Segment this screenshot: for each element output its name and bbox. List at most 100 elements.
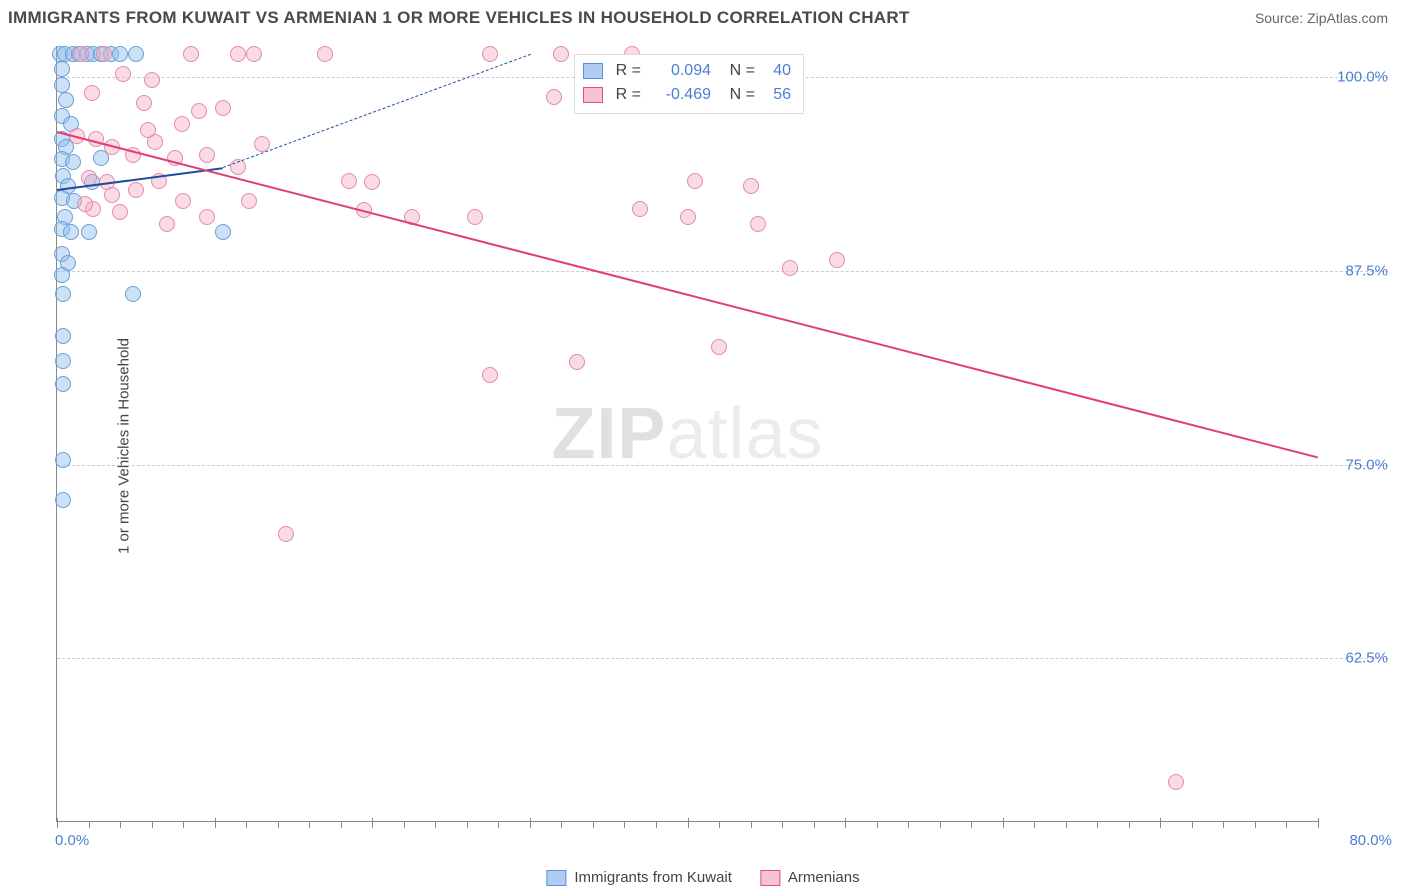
scatter-point-armenian: [112, 204, 128, 220]
scatter-point-armenian: [241, 193, 257, 209]
xtick: [152, 822, 153, 828]
xtick: [435, 822, 436, 828]
xtick: [467, 822, 468, 828]
corr-row: R =0.094N =40: [583, 59, 791, 83]
ytick-label: 100.0%: [1328, 69, 1388, 86]
scatter-point-armenian: [687, 173, 703, 189]
xtick: [751, 822, 752, 828]
scatter-point-armenian: [1168, 774, 1184, 790]
scatter-point-armenian: [632, 201, 648, 217]
chart-title: IMMIGRANTS FROM KUWAIT VS ARMENIAN 1 OR …: [8, 8, 910, 28]
xtick: [215, 818, 216, 828]
scatter-point-armenian: [104, 187, 120, 203]
xtick: [89, 822, 90, 828]
scatter-point-kuwait: [55, 452, 71, 468]
scatter-point-armenian: [230, 46, 246, 62]
legend-item-kuwait: Immigrants from Kuwait: [546, 869, 732, 886]
xtick: [309, 822, 310, 828]
xtick: [971, 822, 972, 828]
scatter-point-armenian: [144, 72, 160, 88]
scatter-point-kuwait: [58, 92, 74, 108]
xlabel-max: 80.0%: [1349, 832, 1392, 849]
correlation-box: R =0.094N =40R =-0.469N =56: [574, 54, 804, 114]
plot-area: ZIPatlas 62.5%75.0%87.5%100.0%0.0%80.0%R…: [56, 46, 1318, 822]
scatter-point-armenian: [711, 339, 727, 355]
scatter-point-armenian: [569, 354, 585, 370]
scatter-point-kuwait: [54, 61, 70, 77]
scatter-point-armenian: [159, 216, 175, 232]
scatter-point-armenian: [364, 174, 380, 190]
xtick: [624, 822, 625, 828]
xtick: [372, 818, 373, 828]
trend-line: [222, 54, 530, 168]
scatter-point-kuwait: [55, 492, 71, 508]
ytick-label: 87.5%: [1328, 262, 1388, 279]
corr-r-label: R =: [611, 59, 641, 83]
xtick: [246, 822, 247, 828]
ytick-label: 75.0%: [1328, 456, 1388, 473]
xtick: [688, 818, 689, 828]
scatter-point-armenian: [215, 100, 231, 116]
scatter-point-armenian: [743, 178, 759, 194]
chart-source: Source: ZipAtlas.com: [1255, 10, 1388, 26]
watermark: ZIPatlas: [551, 393, 823, 475]
xtick: [278, 822, 279, 828]
corr-swatch: [583, 63, 603, 79]
legend-item-armenian: Armenians: [760, 869, 860, 886]
scatter-point-armenian: [174, 116, 190, 132]
scatter-point-armenian: [829, 252, 845, 268]
scatter-point-armenian: [140, 122, 156, 138]
scatter-point-kuwait: [54, 77, 70, 93]
scatter-point-kuwait: [63, 224, 79, 240]
xtick: [1066, 822, 1067, 828]
xtick: [1192, 822, 1193, 828]
scatter-point-kuwait: [112, 46, 128, 62]
scatter-point-armenian: [199, 147, 215, 163]
scatter-point-armenian: [341, 173, 357, 189]
scatter-point-kuwait: [128, 46, 144, 62]
xtick: [845, 818, 846, 828]
xtick: [1255, 822, 1256, 828]
xtick: [656, 822, 657, 828]
scatter-point-armenian: [96, 46, 112, 62]
bottom-legend: Immigrants from Kuwait Armenians: [546, 869, 859, 886]
scatter-point-kuwait: [55, 353, 71, 369]
scatter-point-kuwait: [125, 286, 141, 302]
corr-n-value: 40: [763, 59, 791, 83]
scatter-point-armenian: [73, 46, 89, 62]
xtick: [940, 822, 941, 828]
scatter-point-armenian: [175, 193, 191, 209]
scatter-point-armenian: [467, 209, 483, 225]
scatter-point-armenian: [482, 367, 498, 383]
corr-n-label: N =: [725, 59, 755, 83]
xtick: [404, 822, 405, 828]
xtick: [908, 822, 909, 828]
scatter-point-kuwait: [55, 376, 71, 392]
scatter-point-armenian: [183, 46, 199, 62]
scatter-point-armenian: [246, 46, 262, 62]
scatter-point-armenian: [128, 182, 144, 198]
xtick: [561, 822, 562, 828]
scatter-point-armenian: [278, 526, 294, 542]
scatter-point-kuwait: [65, 154, 81, 170]
gridline: [57, 465, 1388, 466]
legend-label-armenian: Armenians: [788, 869, 860, 886]
scatter-point-armenian: [136, 95, 152, 111]
xtick: [877, 822, 878, 828]
scatter-point-armenian: [317, 46, 333, 62]
chart-container: 1 or more Vehicles in Household ZIPatlas…: [30, 40, 1396, 852]
xtick: [1034, 822, 1035, 828]
xtick: [1160, 818, 1161, 828]
xtick: [1286, 822, 1287, 828]
scatter-point-armenian: [680, 209, 696, 225]
scatter-point-kuwait: [55, 328, 71, 344]
xtick: [1097, 822, 1098, 828]
xtick: [1223, 822, 1224, 828]
legend-swatch-kuwait: [546, 870, 566, 886]
scatter-point-armenian: [482, 46, 498, 62]
xtick: [593, 822, 594, 828]
corr-row: R =-0.469N =56: [583, 83, 791, 107]
scatter-point-armenian: [553, 46, 569, 62]
xtick: [1003, 818, 1004, 828]
ytick-label: 62.5%: [1328, 650, 1388, 667]
